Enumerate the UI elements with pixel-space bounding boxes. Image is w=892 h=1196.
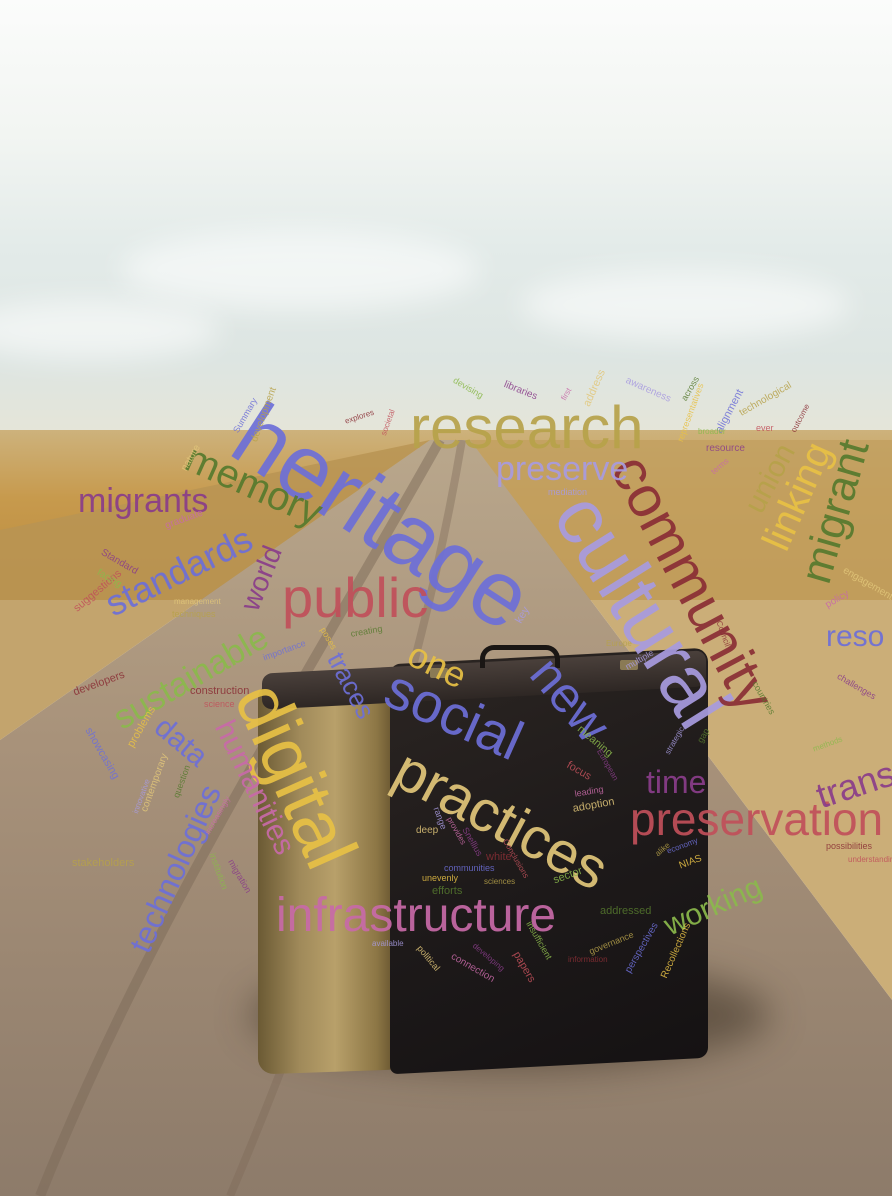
cloud-word-small: Europe [606,639,632,648]
cloud-word-small: information [568,955,608,964]
cloud-word: preservation [630,793,884,845]
cloud-word-small: mediation [548,487,588,497]
sky [0,0,892,450]
cloud-word-small: possibilities [826,841,873,851]
cloud-word-small: communities [444,863,495,873]
cloud-word-small: management [174,597,221,606]
cloud-word-small: science [204,699,235,709]
cloud-word-small: deep [416,825,439,836]
cloud-word: preserve [496,450,629,488]
cloud-word: time [646,764,707,800]
cloud-word-small: addressed [600,905,652,917]
suitcase-latch [430,668,448,678]
cloud [0,300,220,360]
cloud-word-small: understanding [848,855,892,864]
suitcase-latch [620,660,638,670]
cloud-word: reso [826,620,885,653]
cloud [520,270,850,340]
cloud-word-small: white [486,851,512,863]
cloud-word-small: techniques [172,609,216,619]
suitcase-handle [480,645,560,668]
cloud-word-small: broader [698,427,726,436]
cloud-word: research [410,394,644,461]
cloud-word: public [282,566,429,629]
cloud-word-small: sciences [484,877,516,886]
cloud-word-small: unevenly [422,873,459,883]
cloud-word-small: resource [706,443,745,454]
cloud-word-small: efforts [432,885,463,897]
cloud-word-small: available [372,939,404,948]
cloud-word: migrants [78,482,209,520]
cloud-word: infrastructure [276,889,557,942]
cloud [120,230,480,310]
cloud-word-small: construction [190,685,250,697]
cloud-word-small: ever [756,423,774,433]
cloud-word-small: stakeholders [72,857,135,869]
